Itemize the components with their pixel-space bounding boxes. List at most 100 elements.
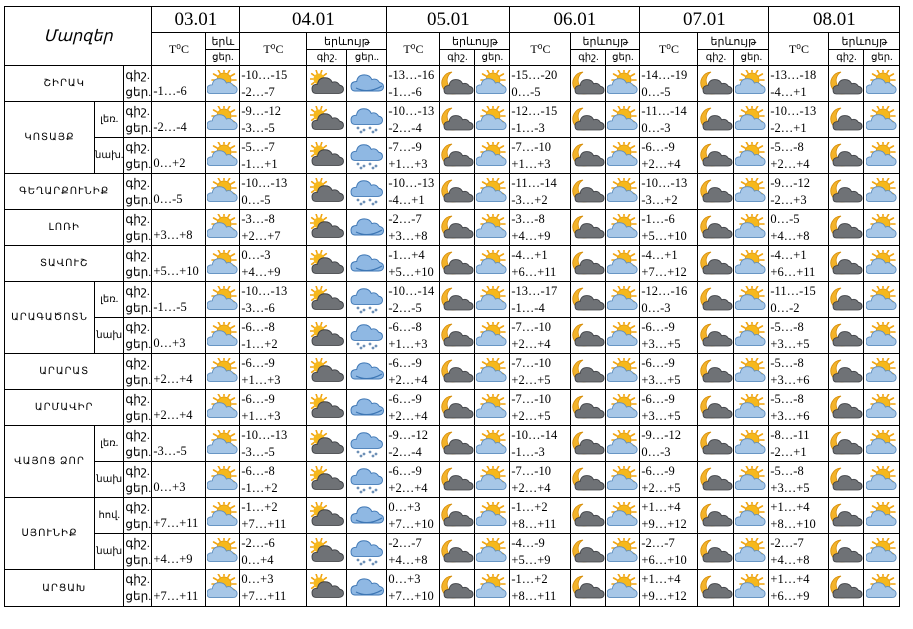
moon-cloud-icon [828, 389, 865, 426]
night-temperature: -4…+1 [511, 247, 548, 262]
day-temperature: -1…-6 [151, 65, 207, 102]
day-temperature: 0…-2 [770, 300, 800, 315]
partly-sunny-icon [474, 65, 511, 102]
night-temperature: -4…+1 [641, 247, 678, 262]
day-label: ցեր. [125, 264, 152, 279]
temperature-range: 0…-5 +4…+8 [768, 209, 830, 246]
partly-sunny-icon [474, 281, 511, 318]
day-label: ցեր. [125, 480, 152, 495]
cloudy-sun-icon [306, 209, 348, 246]
table-row: ԱՐՄԱՎԻՐ գիշ. ցեր. +2…+4 -6…-9 +1…+3 -6…-9 +2…+4… [3, 389, 901, 426]
partly-sunny-icon [605, 497, 641, 534]
night-temperature: -14…-19 [641, 67, 688, 82]
night-temperature: 0…+3 [388, 499, 421, 514]
moon-cloud-icon [570, 173, 607, 210]
partly-sunny-icon [605, 353, 641, 390]
moon-cloud-icon [439, 533, 476, 570]
day-label: ցեր. [125, 408, 152, 423]
day-temperature: -1…-3 [511, 120, 545, 135]
cloudy-sun-icon [306, 101, 348, 138]
day-label: ցեր. [125, 156, 152, 171]
partly-sunny-icon [863, 317, 901, 354]
rain-cloud-icon [346, 353, 388, 390]
time-of-day-labels: գիշ. ցեր. [123, 65, 153, 102]
day-temperature: +3…+5 [770, 480, 810, 495]
day-temperature: +6…+11 [770, 264, 816, 279]
temperature-range: -1…+4 +5…+10 [386, 245, 441, 282]
rain-cloud-icon [346, 389, 388, 426]
night-temperature: 0…+3 [241, 572, 274, 586]
temperature-header: T⁰C [639, 32, 699, 66]
day-temperature: -2…-4 [151, 101, 207, 138]
night-temperature: -3…-8 [511, 211, 545, 226]
rain-cloud-icon [346, 65, 388, 102]
day-label: ցեր. [125, 300, 152, 315]
day-temperature: +1…+3 [241, 408, 281, 423]
temperature-range: -6…-8 -1…+2 [239, 317, 308, 354]
night-label: գիշ. [125, 67, 150, 82]
temperature-range: +1…+4 +9…+12 [639, 497, 699, 534]
moon-cloud-icon [570, 317, 607, 354]
night-temperature: -12…-15 [511, 103, 558, 118]
day-temperature: -2…+1 [770, 120, 807, 135]
night-temperature: -6…-8 [388, 319, 422, 334]
day-temperature: -3…+2 [511, 192, 548, 207]
day-temperature: 0…-5 [511, 84, 541, 99]
partly-sunny-icon [605, 65, 641, 102]
day-label: ցեր. [125, 228, 152, 243]
night-temperature: -10…-13 [770, 103, 817, 118]
day-temperature: +4…+8 [770, 552, 810, 567]
partly-sunny-icon [605, 173, 641, 210]
table-row: ԼՈՌԻ գիշ. ցեր. +3…+8 -3…-8 +2…+7 -2…-7 +3…+8 -3…… [3, 209, 901, 246]
day-temperature: +1…+3 [388, 156, 428, 171]
partly-sunny-icon [863, 173, 901, 210]
cloudy-sun-icon [306, 353, 348, 390]
temperature-range: -6…-9 +3…+5 [639, 353, 699, 390]
night-temperature: +1…+4 [770, 572, 810, 586]
day-temperature: 0…-3 [641, 300, 671, 315]
day-header: ցեր. [605, 49, 641, 66]
snow-cloud-icon [346, 317, 388, 354]
night-temperature: +1…+4 [641, 572, 681, 586]
night-label: գիշ. [125, 499, 150, 514]
partly-sunny-icon [863, 353, 901, 390]
night-label: գիշ. [125, 139, 150, 154]
temperature-range: -6…-9 +3…+5 [639, 389, 699, 426]
temperature-range: -12…-15 -1…-3 [509, 101, 572, 138]
day-header: ցեր. [863, 49, 901, 66]
day-temperature: +8…+11 [511, 516, 557, 531]
subregion-label: նախ [93, 461, 125, 498]
time-of-day-labels: գիշ. ցեր. [123, 101, 153, 138]
moon-cloud-icon [697, 137, 735, 174]
moon-cloud-icon [828, 65, 865, 102]
partly-sunny-icon [474, 569, 511, 607]
partly-sunny-icon [605, 281, 641, 318]
region-name: ԱՐՑԱԽ [3, 569, 125, 607]
day-header: ցեր.. [346, 49, 388, 66]
temperature-range: -6…-9 +3…+5 [639, 317, 699, 354]
night-temperature: -10…-13 [641, 175, 688, 190]
night-temperature: -11…-14 [511, 175, 557, 190]
partly-sunny-icon [733, 569, 770, 607]
moon-cloud-icon [828, 137, 865, 174]
night-temperature: 0…-5 [770, 211, 800, 226]
moon-cloud-icon [570, 389, 607, 426]
partly-sunny-icon [205, 389, 241, 426]
temperature-range: -2…-7 +3…+8 [386, 209, 441, 246]
moon-cloud-icon [439, 317, 476, 354]
temperature-range: -10…-13 0…-5 [239, 173, 308, 210]
moon-cloud-icon [697, 353, 735, 390]
temperature-range: -1…+2 +7…+11 [239, 497, 308, 534]
time-of-day-labels: գիշ. ցեր. [123, 209, 153, 246]
cloudy-sun-icon [306, 317, 348, 354]
day-header: ցեր. [474, 49, 511, 66]
moon-cloud-icon [697, 497, 735, 534]
temperature-range: 0…+3 +7…+10 [386, 497, 441, 534]
temperature-range: -3…-8 +4…+9 [509, 209, 572, 246]
partly-sunny-icon [474, 137, 511, 174]
moon-cloud-icon [828, 569, 865, 607]
day-temperature: 0…+4 [241, 552, 274, 567]
day-temperature: +6…+11 [511, 264, 557, 279]
day-temperature: +3…+5 [641, 408, 681, 423]
temperature-range: -6…-9 +1…+3 [239, 389, 308, 426]
